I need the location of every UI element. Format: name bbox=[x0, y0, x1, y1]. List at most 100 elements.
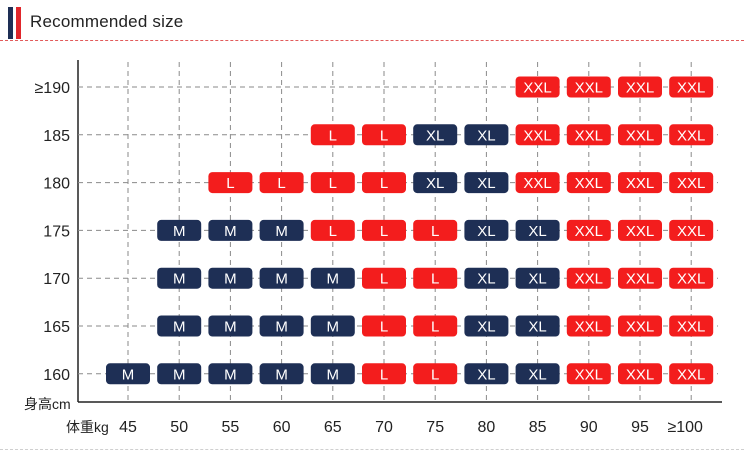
height-tick-label: ≥190 bbox=[35, 80, 71, 97]
size-cell-l: L bbox=[413, 267, 458, 289]
size-cell-box bbox=[566, 315, 611, 337]
size-cell-l: L bbox=[362, 267, 406, 289]
weight-tick-label: ≥100 bbox=[667, 419, 703, 436]
size-cell-label: L bbox=[431, 271, 439, 288]
size-cell-box bbox=[259, 315, 304, 337]
size-cell-box bbox=[310, 172, 355, 194]
size-cell-l: L bbox=[362, 124, 406, 146]
size-cell-m: M bbox=[208, 219, 253, 241]
size-cell-xl: XL bbox=[464, 315, 509, 337]
size-cell-m: M bbox=[208, 315, 253, 337]
size-cell-label: L bbox=[380, 319, 388, 336]
size-cell-xxl: XXL bbox=[515, 76, 560, 98]
size-cell-box bbox=[669, 363, 714, 385]
size-cell-label: XXL bbox=[626, 175, 654, 192]
size-cell-m: M bbox=[310, 315, 355, 337]
size-cell-xxl: XXL bbox=[618, 124, 662, 146]
size-cell-box bbox=[362, 124, 406, 146]
size-cell-box bbox=[310, 267, 355, 289]
size-cell-label: XXL bbox=[626, 319, 654, 336]
page-title: Recommended size bbox=[30, 12, 184, 31]
size-cell-label: XL bbox=[528, 366, 546, 383]
size-cell-label: XXL bbox=[626, 366, 654, 383]
size-cell-box bbox=[464, 315, 509, 337]
size-cell-label: XXL bbox=[575, 175, 603, 192]
size-cell-xxl: XXL bbox=[566, 315, 611, 337]
size-cell-box bbox=[464, 219, 509, 241]
bottom-divider bbox=[0, 449, 744, 450]
size-cell-label: XXL bbox=[626, 223, 654, 240]
size-cell-box bbox=[208, 267, 253, 289]
size-cell-xl: XL bbox=[515, 315, 560, 337]
size-cell-xxl: XXL bbox=[618, 267, 662, 289]
size-cell-label: M bbox=[327, 271, 340, 288]
size-cell-label: M bbox=[173, 271, 186, 288]
height-tick-label: 180 bbox=[43, 176, 70, 193]
size-cell-xxl: XXL bbox=[566, 76, 611, 98]
size-cell-box bbox=[208, 219, 253, 241]
size-cell-label: L bbox=[431, 223, 439, 240]
size-cell-xxl: XXL bbox=[669, 172, 714, 194]
size-cell-box bbox=[515, 76, 560, 98]
weight-tick-label: 60 bbox=[273, 419, 291, 436]
height-unit-label: 身高cm bbox=[24, 396, 71, 412]
weight-tick-label: 95 bbox=[631, 419, 649, 436]
size-cell-box bbox=[515, 219, 560, 241]
size-cell-m: M bbox=[157, 219, 202, 241]
size-cell-label: XXL bbox=[677, 271, 705, 288]
size-cell-box bbox=[362, 219, 406, 241]
size-cell-box bbox=[259, 267, 304, 289]
size-cell-l: L bbox=[362, 172, 406, 194]
size-cell-label: XL bbox=[426, 175, 444, 192]
size-cell-xl: XL bbox=[413, 124, 458, 146]
size-cell-label: L bbox=[329, 175, 337, 192]
size-cell-xxl: XXL bbox=[566, 267, 611, 289]
size-cell-xxl: XXL bbox=[618, 172, 662, 194]
weight-tick-label: 75 bbox=[426, 419, 444, 436]
size-cell-box bbox=[515, 267, 560, 289]
size-cell-box bbox=[618, 219, 662, 241]
size-cell-xl: XL bbox=[464, 363, 509, 385]
size-cell-label: XXL bbox=[575, 366, 603, 383]
size-cell-label: XL bbox=[477, 366, 495, 383]
size-cell-xl: XL bbox=[464, 219, 509, 241]
size-cell-label: XXL bbox=[523, 80, 551, 97]
size-cell-box bbox=[669, 315, 714, 337]
size-cell-m: M bbox=[208, 267, 253, 289]
weight-unit-label: 体重kg bbox=[66, 419, 109, 435]
size-cell-l: L bbox=[310, 172, 355, 194]
size-cell-label: M bbox=[275, 366, 288, 383]
size-cell-xxl: XXL bbox=[566, 172, 611, 194]
size-cell-label: M bbox=[327, 366, 340, 383]
size-cell-m: M bbox=[208, 363, 253, 385]
size-cell-box bbox=[259, 219, 304, 241]
size-cell-m: M bbox=[157, 315, 202, 337]
red-flag-bar bbox=[16, 7, 21, 39]
size-cell-label: XXL bbox=[575, 223, 603, 240]
header-divider bbox=[0, 40, 744, 41]
weight-tick-label: 70 bbox=[375, 419, 393, 436]
size-cell-xl: XL bbox=[464, 172, 509, 194]
size-cell-xl: XL bbox=[515, 363, 560, 385]
size-cell-box bbox=[464, 267, 509, 289]
size-cell-box bbox=[618, 172, 662, 194]
size-cell-label: XXL bbox=[626, 127, 654, 144]
size-cell-xxl: XXL bbox=[566, 363, 611, 385]
size-cell-label: XXL bbox=[626, 271, 654, 288]
size-cell-xl: XL bbox=[464, 267, 509, 289]
size-cell-box bbox=[157, 219, 202, 241]
size-cell-label: M bbox=[173, 319, 186, 336]
height-tick-label: 185 bbox=[43, 128, 70, 145]
size-cell-box bbox=[464, 172, 509, 194]
size-cell-box bbox=[413, 124, 458, 146]
size-cell-label: M bbox=[275, 271, 288, 288]
size-cell-box bbox=[413, 315, 458, 337]
size-cell-l: L bbox=[362, 315, 406, 337]
size-cell-box bbox=[362, 363, 406, 385]
height-tick-label: 160 bbox=[43, 367, 70, 384]
size-cell-box bbox=[157, 315, 202, 337]
size-cell-box bbox=[566, 219, 611, 241]
size-cell-m: M bbox=[310, 363, 355, 385]
weight-tick-label: 45 bbox=[119, 419, 137, 436]
